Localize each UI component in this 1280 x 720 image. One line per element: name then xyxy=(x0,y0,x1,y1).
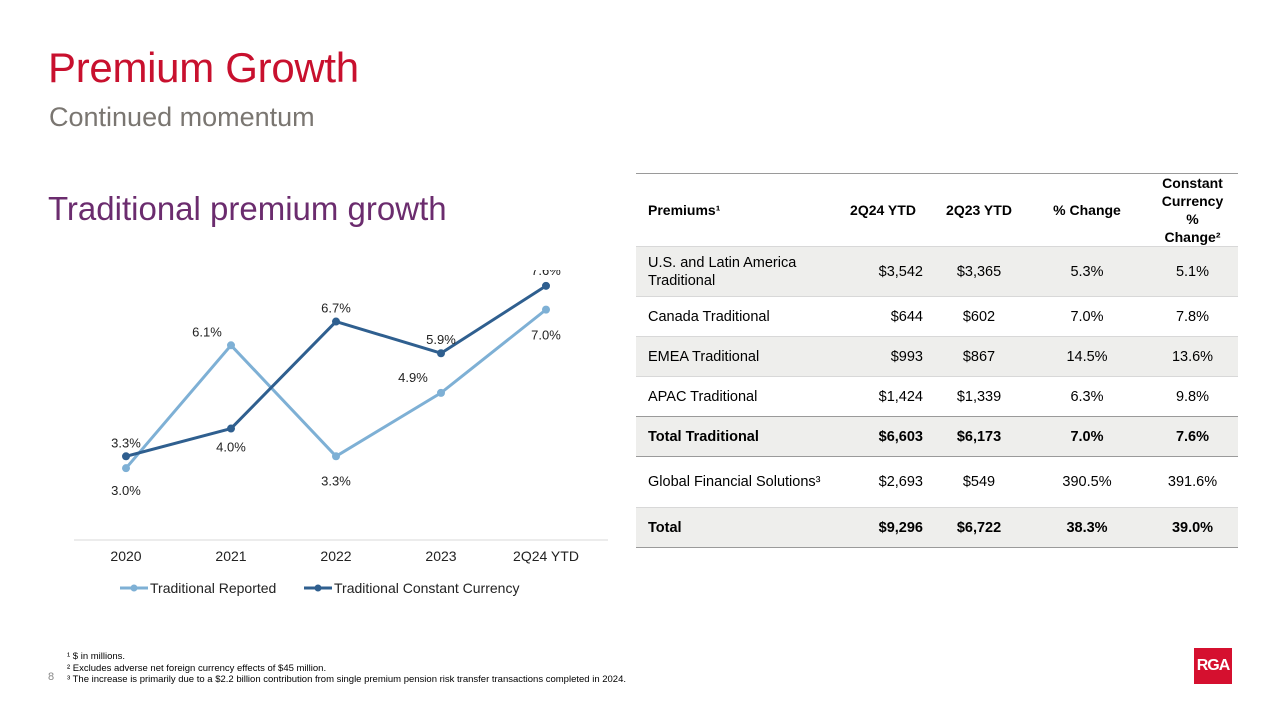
data-point xyxy=(332,317,340,326)
table-row: APAC Traditional $1,424 $1,339 6.3% 9.8% xyxy=(636,376,1238,417)
line-chart: 2020 2021 2022 2023 2Q24 YTD 3.0% 6.1% 3.3% 4.9%… xyxy=(74,270,608,596)
table-row-total: Total $9,296 $6,722 38.3% 39.0% xyxy=(636,507,1238,548)
data-label: 3.3% xyxy=(321,473,351,488)
table-row: U.S. and Latin America Traditional $3,54… xyxy=(636,246,1238,297)
data-label: 4.0% xyxy=(216,440,246,455)
data-label: 3.3% xyxy=(111,435,141,450)
cell-change: 6.3% xyxy=(1070,388,1104,405)
row-label: U.S. and Latin America Traditional xyxy=(648,254,797,289)
cell-cc-change: 391.6% xyxy=(1167,474,1218,490)
legend-label: Traditional Reported xyxy=(150,580,276,596)
cell-change: 38.3% xyxy=(1066,519,1108,536)
data-point xyxy=(542,281,550,290)
row-label: EMEA Traditional xyxy=(648,348,760,365)
footnote-2: ² Excludes adverse net foreign currency … xyxy=(67,662,327,674)
data-label: 7.0% xyxy=(531,328,561,343)
data-point xyxy=(122,464,130,473)
x-tick-label: 2023 xyxy=(425,548,456,564)
header-2q24-ytd: 2Q24 YTD xyxy=(835,173,931,247)
cell-cc-change: 7.6% xyxy=(1175,428,1210,445)
data-point xyxy=(122,452,130,461)
data-point xyxy=(437,388,445,397)
cell-cc-change: 5.1% xyxy=(1175,263,1210,280)
cell-2q23: $602 xyxy=(962,308,996,325)
cell-change: 7.0% xyxy=(1070,428,1104,445)
page-title: Premium Growth xyxy=(48,44,359,91)
header-premiums: Premiums¹ xyxy=(636,173,835,247)
legend-marker xyxy=(314,584,322,592)
cell-2q24: $2,693 xyxy=(878,474,923,490)
series-line-reported xyxy=(124,308,547,470)
data-label: 6.7% xyxy=(321,301,351,316)
cell-change: 7.0% xyxy=(1070,308,1104,325)
page-number: 8 xyxy=(48,671,55,683)
footnote-1: ¹ $ in millions. xyxy=(67,651,126,662)
data-label: 4.9% xyxy=(398,370,428,385)
table-row: Global Financial Solutions³ $2,693 $549 … xyxy=(636,456,1238,508)
cell-2q24: $644 xyxy=(890,308,923,325)
rga-logo: RGA xyxy=(1194,648,1232,684)
row-label: Canada Traditional xyxy=(648,308,770,325)
data-point xyxy=(437,349,445,358)
footnotes: ¹ $ in millions. ² Excludes adverse net … xyxy=(67,651,626,686)
header-pct-change: % Change xyxy=(1027,173,1147,247)
row-label: Global Financial Solutions³ xyxy=(648,474,821,490)
table-row: EMEA Traditional $993 $867 14.5% 13.6% xyxy=(636,336,1238,377)
cell-cc-change: 39.0% xyxy=(1171,519,1214,536)
table-row-total-traditional: Total Traditional $6,603 $6,173 7.0% 7.6… xyxy=(636,416,1238,457)
table-header-row: Premiums¹ 2Q24 YTD 2Q23 YTD % Change Con… xyxy=(636,173,1238,247)
data-label: 3.0% xyxy=(111,483,141,498)
data-point xyxy=(542,305,550,314)
legend-label: Traditional Constant Currency xyxy=(334,580,519,596)
x-tick-label: 2Q24 YTD xyxy=(513,548,579,564)
cell-2q23: $6,173 xyxy=(956,428,1002,445)
header-constant-currency-change: Constant Currency % Change² xyxy=(1147,173,1238,247)
cell-change: 390.5% xyxy=(1062,474,1112,490)
x-tick-label: 2022 xyxy=(320,548,351,564)
data-label: 5.9% xyxy=(426,332,456,347)
header-2q23-ytd: 2Q23 YTD xyxy=(931,173,1027,247)
footnote-3: ³ The increase is primarily due to a $2.… xyxy=(67,674,627,685)
data-point xyxy=(227,424,235,433)
data-point xyxy=(227,341,235,350)
cell-2q23: $549 xyxy=(962,474,996,490)
table-row: Canada Traditional $644 $602 7.0% 7.8% xyxy=(636,296,1238,337)
data-label: 7.6% xyxy=(531,270,561,278)
cell-2q23: $1,339 xyxy=(956,388,1002,405)
cell-2q24: $993 xyxy=(890,348,923,365)
cell-2q24: $1,424 xyxy=(878,388,923,405)
data-point xyxy=(332,452,340,461)
row-label: Total Traditional xyxy=(648,428,759,445)
cell-2q24: $9,296 xyxy=(878,519,923,536)
section-title: Traditional premium growth xyxy=(48,190,447,227)
premiums-table: Premiums¹ 2Q24 YTD 2Q23 YTD % Change Con… xyxy=(636,173,1238,548)
cell-change: 5.3% xyxy=(1070,263,1104,280)
row-label: Total xyxy=(648,519,682,536)
cell-cc-change: 7.8% xyxy=(1175,308,1210,325)
data-label: 6.1% xyxy=(192,324,222,339)
cell-2q23: $3,365 xyxy=(956,263,1002,280)
legend-marker xyxy=(130,584,138,592)
cell-2q24: $6,603 xyxy=(878,428,923,445)
x-tick-label: 2020 xyxy=(110,548,141,564)
cell-cc-change: 9.8% xyxy=(1175,388,1210,405)
cell-2q24: $3,542 xyxy=(878,263,923,280)
row-label: APAC Traditional xyxy=(648,388,758,405)
cell-2q23: $6,722 xyxy=(956,519,1002,536)
page-subtitle: Continued momentum xyxy=(49,102,315,132)
x-tick-label: 2021 xyxy=(215,548,246,564)
cell-2q23: $867 xyxy=(962,348,996,365)
cell-cc-change: 13.6% xyxy=(1171,348,1214,365)
cell-change: 14.5% xyxy=(1066,348,1108,365)
